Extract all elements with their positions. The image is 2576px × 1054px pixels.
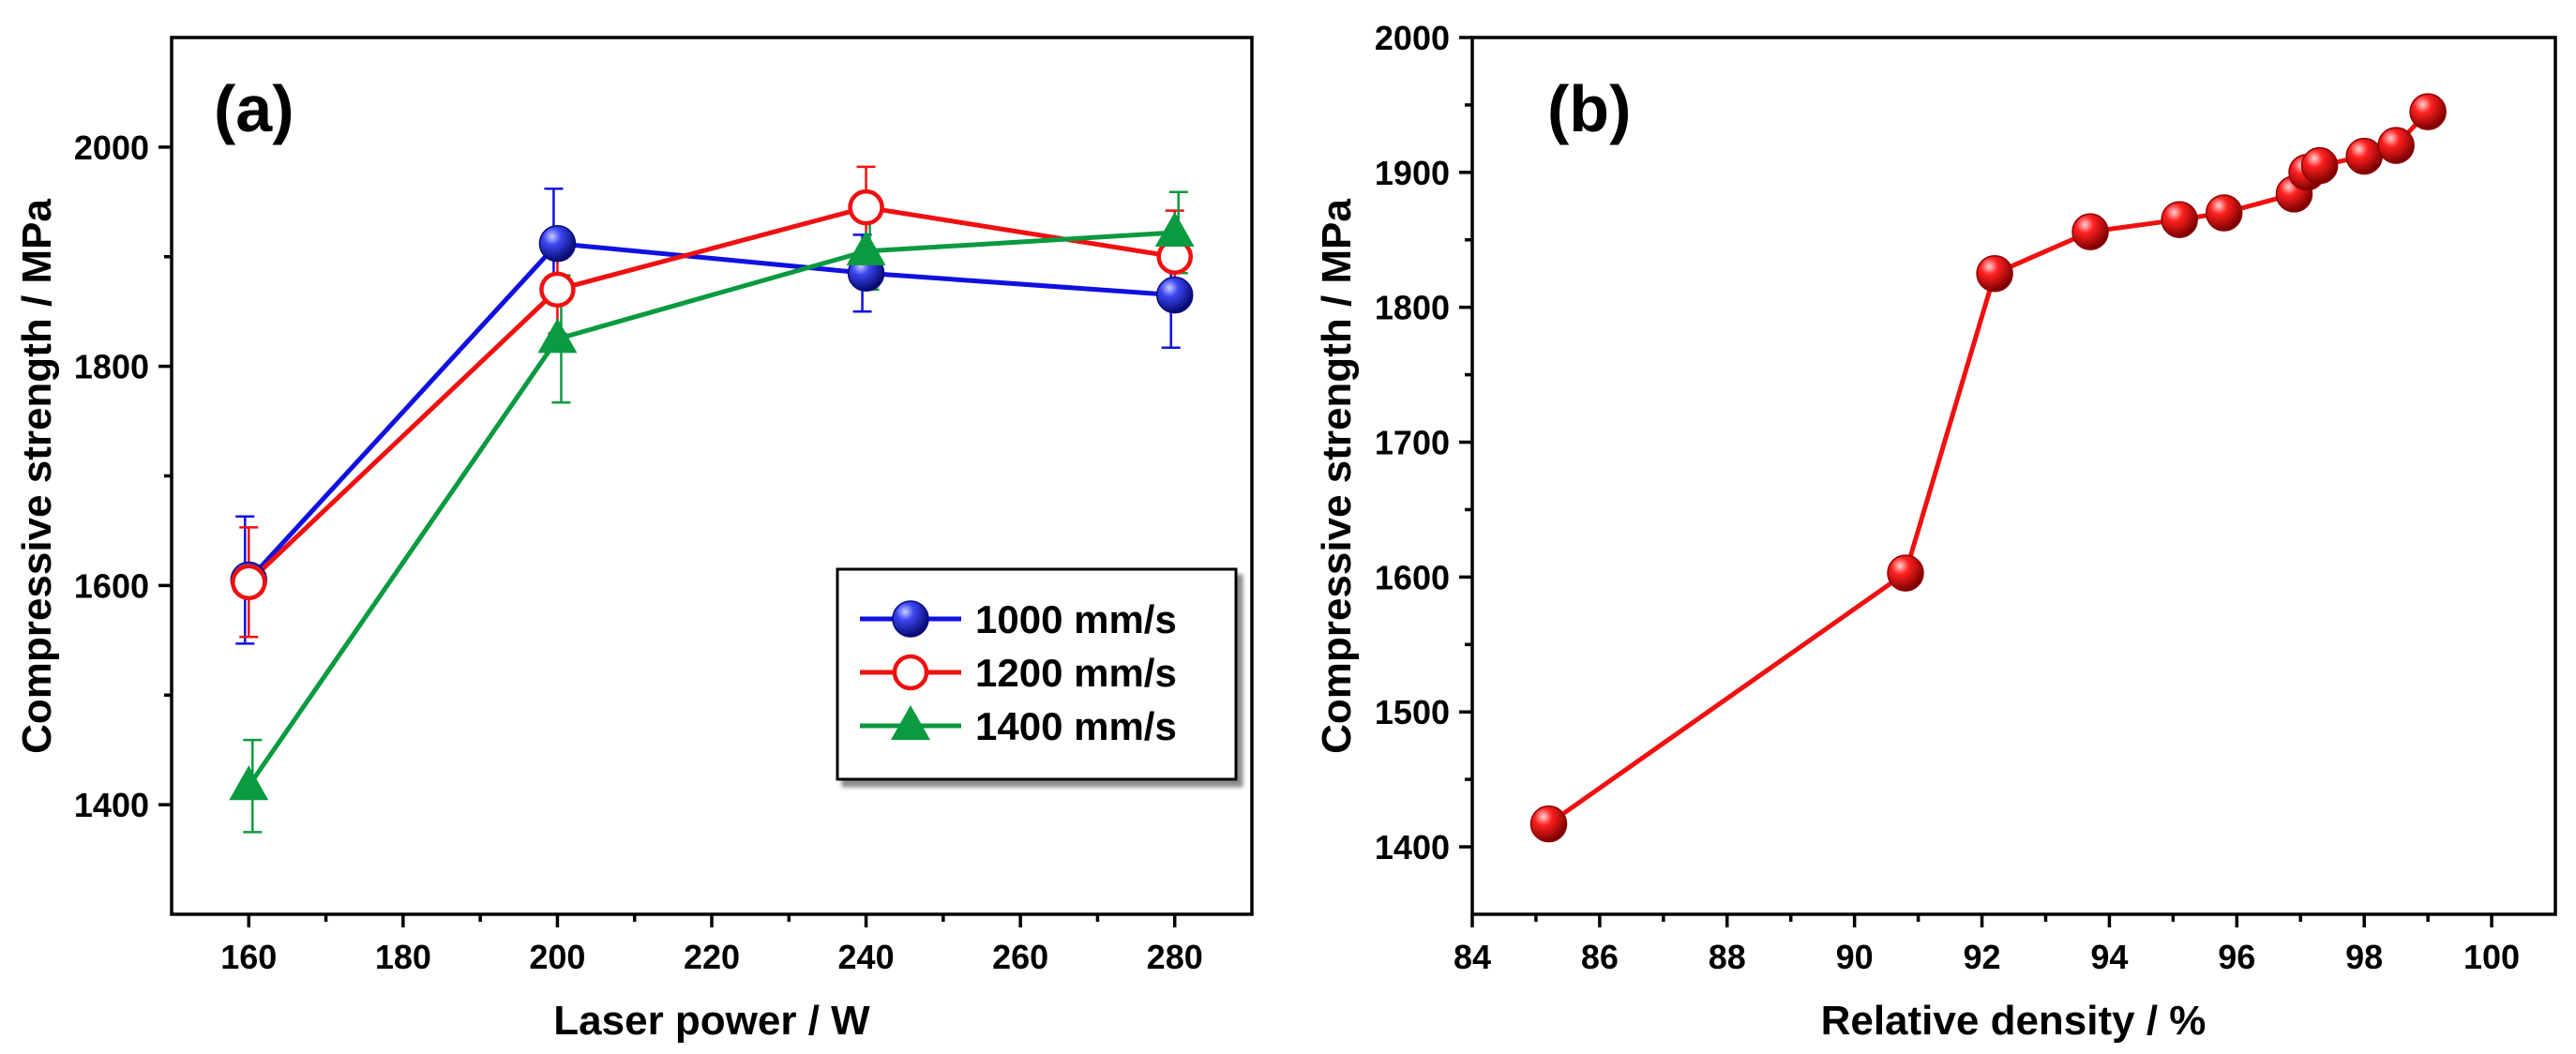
legend-marker-1	[892, 600, 929, 638]
data-point	[2345, 137, 2383, 175]
panel-b-x-tick-label: 100	[2463, 938, 2520, 976]
panel-a-x-tick-label: 260	[992, 938, 1048, 976]
panel-b: 84 86 88 90 92 94 96 98 100 1400 1500 1600 1700 1800…	[1314, 19, 2557, 1044]
panel-a-x-tick-label: 180	[375, 938, 431, 976]
panel-b-y-tick-label: 1700	[1375, 424, 1450, 462]
panel-a-x-tick-label: 240	[838, 938, 895, 976]
data-point	[2377, 127, 2415, 164]
panel-b-y-axis-title: Compressive strength / MPa	[1314, 199, 1360, 754]
panel-a-y-tick-label: 1400	[74, 786, 149, 824]
panel-a-y-tick-label: 1600	[74, 566, 149, 605]
panel-a-x-ticks: 160 180 200 220 240 260 280	[220, 914, 1203, 976]
data-point-1	[538, 224, 577, 263]
panel-a-x-tick-label: 200	[529, 938, 585, 976]
panel-b-x-tick-label: 98	[2345, 938, 2383, 976]
legend-marker-2	[892, 654, 929, 691]
data-point-1	[1155, 276, 1194, 314]
panel-b-x-tick-label: 86	[1581, 938, 1619, 976]
data-point	[2205, 194, 2243, 232]
panel-a-legend: 1000 mm/s 1200 mm/s 1400 mm/s	[836, 567, 1238, 781]
data-point-3	[846, 230, 886, 265]
panel-b-x-ticks: 84 86 88 90 92 94 96 98 100	[1454, 914, 2520, 976]
data-point	[1976, 254, 2013, 293]
data-point-3	[1154, 212, 1195, 248]
series-line-3	[247, 230, 1175, 788]
data-point-2	[539, 271, 576, 309]
panel-a-x-tick-label: 160	[220, 938, 277, 976]
panel-b-x-tick-label: 88	[1709, 938, 1746, 976]
panel-b-x-tick-label: 96	[2218, 938, 2255, 976]
panel-b-frame	[1470, 36, 2557, 916]
legend-label-2: 1200 mm/s	[975, 651, 1177, 695]
panel-a-label: (a)	[214, 72, 294, 145]
panel-b-x-tick-label: 90	[1836, 938, 1874, 976]
panel-b-markers	[1529, 93, 2447, 843]
data-point	[2300, 146, 2339, 185]
panel-a: 160 180 200 220 240 260 280 1400 1600 1800 2000 (…	[14, 36, 1254, 1044]
series-line-1	[247, 241, 1175, 582]
panel-b-y-ticks: 1400 1500 1600 1700 1800 1900 2000	[1375, 19, 1472, 866]
panel-a-x-tick-label: 220	[684, 938, 740, 976]
panel-b-y-tick-label: 1600	[1375, 558, 1450, 596]
panel-a-y-tick-label: 1800	[74, 348, 149, 386]
panel-a-markers	[229, 188, 1195, 801]
data-point	[2409, 93, 2447, 130]
panel-b-lines	[1547, 110, 2430, 826]
panel-b-y-tick-label: 1800	[1375, 289, 1450, 327]
series-line-2	[247, 204, 1176, 584]
data-point	[1887, 554, 1924, 592]
panel-a-y-axis-title: Compressive strength / MPa	[14, 199, 60, 754]
data-point-3	[229, 765, 269, 801]
data-point-2	[231, 564, 267, 601]
panel-b-y-tick-label: 1400	[1375, 828, 1450, 866]
panel-b-x-axis-title: Relative density / %	[1821, 998, 2207, 1044]
panel-b-x-tick-label: 84	[1454, 938, 1491, 976]
panel-a-y-ticks: 1400 1600 1800 2000	[74, 128, 172, 824]
series-line	[1547, 110, 2430, 826]
panel-a-lines	[247, 204, 1176, 788]
data-point-2	[848, 188, 884, 226]
data-point	[2071, 213, 2109, 250]
panel-b-y-tick-label: 1900	[1375, 154, 1450, 192]
panel-b-y-tick-label: 2000	[1375, 19, 1450, 57]
data-point	[1529, 805, 1568, 843]
legend-label-3: 1400 mm/s	[975, 704, 1177, 748]
panel-a-x-tick-label: 280	[1147, 938, 1203, 976]
panel-a-frame	[170, 36, 1254, 916]
data-point-3	[537, 318, 578, 354]
panel-b-x-tick-label: 94	[2090, 938, 2128, 976]
panel-b-y-tick-label: 1500	[1375, 693, 1450, 731]
panel-a-x-axis-title: Laser power / W	[553, 998, 870, 1044]
panel-b-x-tick-label: 92	[1964, 938, 2001, 976]
legend-label-1: 1000 mm/s	[975, 597, 1177, 641]
data-point	[2161, 201, 2198, 238]
panel-a-y-tick-label: 2000	[74, 128, 149, 167]
legend-marker-3	[891, 705, 930, 740]
panel-b-label: (b)	[1547, 72, 1631, 145]
